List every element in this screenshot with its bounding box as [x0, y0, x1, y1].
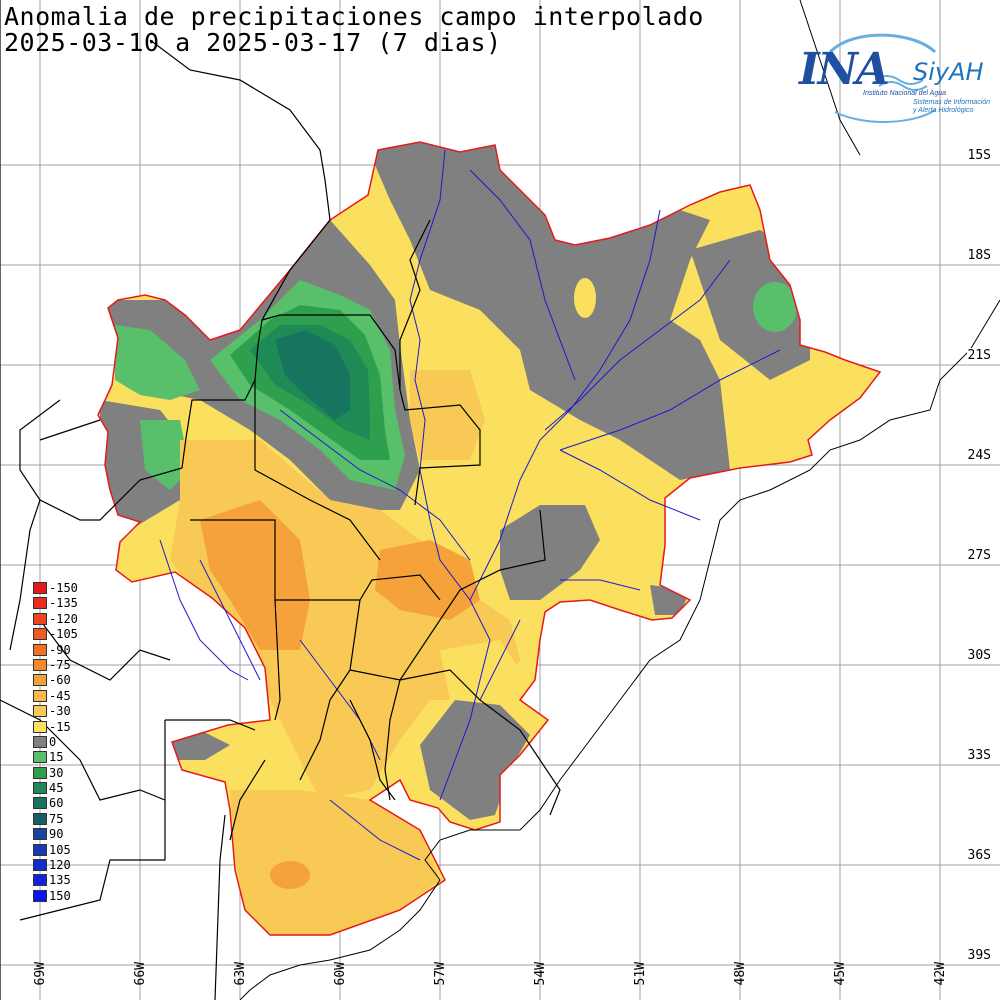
legend-label: 135 [49, 873, 71, 888]
legend-swatch [33, 889, 47, 902]
logo-ina-text: INA [799, 44, 890, 95]
lon-label-63W: 63W [233, 962, 248, 986]
lat-label-24S: 24S [966, 448, 992, 463]
lon-label-57W: 57W [433, 962, 448, 986]
legend-label: -15 [49, 719, 71, 734]
logo-siyah-text: SiyAH [913, 58, 984, 86]
legend-label: 90 [49, 827, 64, 842]
logo-subtitle2-line2: y Alerta Hidrológico [913, 107, 974, 114]
lat-label-33S: 33S [966, 748, 992, 763]
legend-label: -90 [49, 642, 71, 657]
legend-label: 105 [49, 842, 71, 857]
lon-label-42W: 42W [933, 962, 948, 986]
legend-swatch [33, 735, 47, 748]
legend-label: -75 [49, 657, 71, 672]
legend-label: -150 [49, 581, 78, 595]
legend-swatch [33, 612, 47, 625]
legend-swatch [33, 874, 47, 887]
legend-swatch [33, 658, 47, 671]
map-title: Anomalia de precipitaciones campo interp… [4, 2, 704, 31]
legend-label: -30 [49, 704, 71, 719]
lon-label-69W: 69W [33, 962, 48, 986]
legend-swatch [33, 828, 47, 841]
lat-label-18S: 18S [966, 248, 992, 263]
legend-swatch [33, 859, 47, 872]
legend-label: 0 [49, 734, 57, 749]
legend-label: 75 [49, 811, 64, 826]
legend-label: 60 [49, 796, 64, 811]
legend-label: -105 [49, 627, 78, 642]
legend-label: 30 [49, 765, 64, 780]
legend-swatch [33, 843, 47, 856]
legend-label: 15 [49, 750, 64, 765]
legend-label: 45 [49, 781, 64, 796]
legend-swatch [33, 705, 47, 718]
legend-swatch [33, 766, 47, 779]
lon-label-54W: 54W [533, 962, 548, 986]
coastline [239, 0, 1000, 1000]
lon-label-48W: 48W [733, 962, 748, 986]
lon-label-66W: 66W [133, 962, 148, 986]
legend-swatch [33, 674, 47, 687]
lat-label-30S: 30S [966, 648, 992, 663]
lat-label-27S: 27S [966, 548, 992, 563]
lat-label-15S: 15S [966, 148, 992, 163]
legend-label: -120 [49, 611, 78, 626]
legend-swatch [33, 797, 47, 810]
legend-swatch [33, 720, 47, 733]
legend-swatch [33, 597, 47, 610]
legend-label: -45 [49, 688, 71, 703]
legend-swatch [33, 782, 47, 795]
ina-logo: INA SiyAH Instituto Nacional del Agua Si… [795, 32, 995, 127]
legend-label: -135 [49, 596, 78, 611]
logo-subtitle2-line1: Sistemas de Información [913, 99, 991, 106]
lon-label-51W: 51W [633, 962, 648, 986]
logo-subtitle2: Sistemas de Información y Alerta Hidroló… [913, 99, 990, 115]
map-date-range: 2025-03-10 a 2025-03-17 (7 dias) [4, 28, 502, 57]
lat-label-36S: 36S [966, 848, 992, 863]
legend-swatch [33, 643, 47, 656]
legend-swatch [33, 812, 47, 825]
lat-label-21S: 21S [966, 348, 992, 363]
legend-label: 120 [49, 858, 71, 873]
lat-label-39S: 39S [966, 948, 992, 963]
rivers [159, 149, 781, 861]
legend-label: 150 [49, 888, 71, 903]
legend-label: -60 [49, 673, 71, 688]
lon-label-45W: 45W [833, 962, 848, 986]
legend-swatch [33, 582, 47, 594]
legend-swatch [33, 689, 47, 702]
legend-swatch [33, 628, 47, 641]
lon-label-60W: 60W [333, 962, 348, 986]
logo-subtitle: Instituto Nacional del Agua [863, 90, 947, 97]
logo-swoosh-icon [828, 33, 937, 123]
legend-swatch [33, 751, 47, 764]
